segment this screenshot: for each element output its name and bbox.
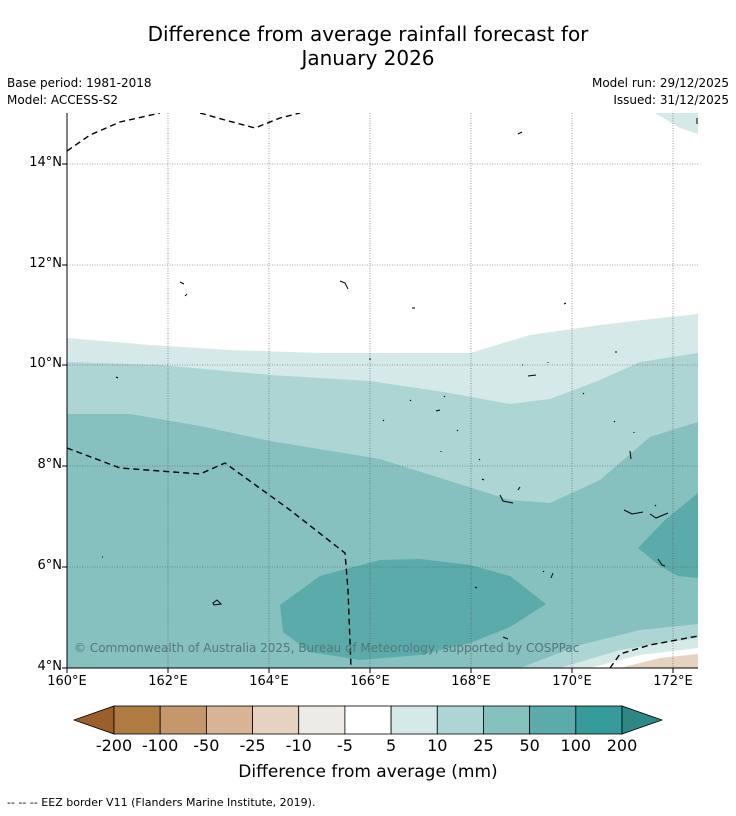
colorbar-segment <box>436 705 484 735</box>
colorbar-tick-label: -25 <box>239 736 266 755</box>
lat-label-8: 8°N <box>37 457 63 472</box>
issued-date: Issued: 31/12/2025 <box>613 93 729 107</box>
contour-north-east <box>655 113 698 134</box>
colorbar-segment <box>390 705 438 735</box>
eez-footer-note: -- -- -- EEZ border V11 (Flanders Marine… <box>7 796 316 809</box>
colorbar-segment <box>113 705 161 735</box>
lat-label-12: 12°N <box>29 256 62 271</box>
contour-50-100-east <box>638 493 698 578</box>
colorbar-segment <box>159 705 207 735</box>
colorbar-tick-label: -100 <box>142 736 179 755</box>
colorbar-tick-label: 5 <box>385 736 397 755</box>
colorbar-segment <box>575 705 623 735</box>
title-line-2: January 2026 <box>301 46 435 70</box>
contour-south-dry <box>620 654 698 668</box>
colorbar-segment <box>298 705 346 735</box>
islands <box>102 118 698 640</box>
title-line-1: Difference from average rainfall forecas… <box>147 22 589 46</box>
lon-label-160: 160°E <box>47 674 87 689</box>
colorbar-tick-label: 25 <box>473 736 494 755</box>
model-run: Model run: 29/12/2025 <box>591 76 729 90</box>
colorbar-tick-label: 10 <box>427 736 448 755</box>
meta-right: Model run: 29/12/2025 Issued: 31/12/2025 <box>592 75 729 109</box>
colorbar-tick-label: -10 <box>285 736 312 755</box>
lon-label-166: 166°E <box>350 674 390 689</box>
lat-label-6: 6°N <box>37 558 63 573</box>
meta-left: Base period: 1981-2018 Model: ACCESS-S2 <box>7 75 152 109</box>
lon-label-168: 168°E <box>451 674 491 689</box>
colorbar-extend-low <box>72 705 115 735</box>
colorbar-segment <box>529 705 577 735</box>
colorbar-tick-label: -200 <box>95 736 133 755</box>
lat-label-4: 4°N <box>37 659 63 674</box>
colorbar-segment <box>252 705 300 735</box>
lon-label-172: 172°E <box>653 674 693 689</box>
lon-label-170: 170°E <box>552 674 592 689</box>
colorbar <box>72 705 664 735</box>
eez-border <box>67 113 698 668</box>
contour-50-100-south <box>280 559 546 660</box>
colorbar-tick-label: -5 <box>336 736 353 755</box>
copyright-note: © Commonwealth of Australia 2025, Bureau… <box>74 641 580 655</box>
colorbar-segment <box>344 705 392 735</box>
model-name: Model: ACCESS-S2 <box>7 93 119 107</box>
colorbar-segment <box>205 705 253 735</box>
colorbar-extend-high <box>621 705 664 735</box>
contour-fill <box>67 113 698 668</box>
lat-label-10: 10°N <box>29 356 62 371</box>
lat-label-14: 14°N <box>29 155 62 170</box>
graticule <box>67 113 698 668</box>
colorbar-tick-label: 100 <box>560 736 592 755</box>
colorbar-tick-label: -50 <box>193 736 220 755</box>
colorbar-segment <box>483 705 531 735</box>
colorbar-tick-label: 200 <box>606 736 638 755</box>
lon-label-164: 164°E <box>249 674 289 689</box>
base-period: Base period: 1981-2018 <box>7 76 152 90</box>
lon-label-162: 162°E <box>148 674 188 689</box>
map-title: Difference from average rainfall forecas… <box>0 22 736 70</box>
axis-ticks <box>62 163 674 673</box>
colorbar-title: Difference from average (mm) <box>238 762 498 782</box>
colorbar-tick-label: 50 <box>519 736 540 755</box>
